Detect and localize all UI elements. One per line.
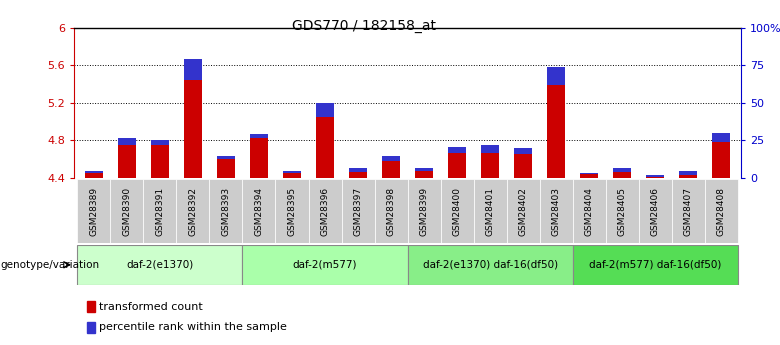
Bar <box>415 168 433 171</box>
Bar <box>176 179 210 243</box>
Bar <box>374 179 407 243</box>
Text: GSM28408: GSM28408 <box>717 187 725 236</box>
Bar <box>77 245 243 285</box>
Bar <box>514 148 532 178</box>
Bar <box>85 171 103 178</box>
Bar <box>184 59 202 80</box>
Bar <box>349 168 367 171</box>
Text: GSM28403: GSM28403 <box>551 187 561 236</box>
Bar <box>415 168 433 178</box>
Text: GSM28407: GSM28407 <box>684 187 693 236</box>
Bar <box>316 103 334 178</box>
Bar <box>448 147 466 178</box>
Bar <box>111 179 144 243</box>
Text: GSM28390: GSM28390 <box>122 187 131 236</box>
Text: GSM28404: GSM28404 <box>585 187 594 236</box>
Bar <box>613 168 631 178</box>
Text: GSM28405: GSM28405 <box>618 187 626 236</box>
Text: GSM28393: GSM28393 <box>222 187 230 236</box>
Bar <box>184 59 202 178</box>
Text: GSM28406: GSM28406 <box>651 187 660 236</box>
Bar <box>704 179 738 243</box>
Bar <box>547 67 566 178</box>
Bar <box>342 179 374 243</box>
Bar <box>382 156 400 178</box>
Bar <box>118 138 136 145</box>
Bar <box>646 175 665 177</box>
Bar <box>580 173 598 174</box>
Text: percentile rank within the sample: percentile rank within the sample <box>99 322 287 332</box>
Bar <box>679 171 697 175</box>
Bar <box>87 301 94 313</box>
Text: GSM28398: GSM28398 <box>387 187 395 236</box>
Text: GSM28395: GSM28395 <box>288 187 296 236</box>
Bar <box>639 179 672 243</box>
Bar <box>87 322 94 333</box>
Bar <box>473 179 506 243</box>
Bar <box>349 168 367 178</box>
Bar <box>712 133 730 142</box>
Text: transformed count: transformed count <box>99 302 203 312</box>
Bar <box>283 171 301 173</box>
Bar <box>573 245 738 285</box>
Bar <box>217 156 235 159</box>
Bar <box>243 245 407 285</box>
Bar <box>309 179 342 243</box>
Bar <box>250 134 268 178</box>
Bar <box>712 133 730 178</box>
Bar <box>573 179 605 243</box>
Bar <box>580 173 598 178</box>
Bar <box>382 156 400 161</box>
Bar <box>481 145 499 153</box>
Bar <box>77 179 111 243</box>
Bar <box>275 179 309 243</box>
Text: GSM28399: GSM28399 <box>420 187 428 236</box>
Bar <box>151 140 169 178</box>
Bar <box>85 171 103 173</box>
Text: daf-2(m577) daf-16(df50): daf-2(m577) daf-16(df50) <box>589 260 722 270</box>
Bar <box>407 179 441 243</box>
Text: daf-2(m577): daf-2(m577) <box>292 260 357 270</box>
Bar <box>217 156 235 178</box>
Text: GSM28394: GSM28394 <box>254 187 264 236</box>
Bar <box>646 175 665 178</box>
Bar <box>243 179 275 243</box>
Bar <box>514 148 532 154</box>
Text: GSM28401: GSM28401 <box>486 187 495 236</box>
Text: genotype/variation: genotype/variation <box>1 260 100 270</box>
Text: GSM28397: GSM28397 <box>353 187 363 236</box>
Text: GSM28392: GSM28392 <box>189 187 197 236</box>
Bar <box>316 103 334 117</box>
Text: GSM28396: GSM28396 <box>321 187 329 236</box>
Bar <box>210 179 243 243</box>
Bar <box>540 179 573 243</box>
Bar <box>118 138 136 178</box>
Text: GDS770 / 182158_at: GDS770 / 182158_at <box>292 19 437 33</box>
Bar <box>407 245 573 285</box>
Text: daf-2(e1370): daf-2(e1370) <box>126 260 193 270</box>
Bar <box>506 179 540 243</box>
Bar <box>547 67 566 85</box>
Bar <box>679 171 697 178</box>
Text: GSM28389: GSM28389 <box>90 187 98 236</box>
Bar <box>441 179 473 243</box>
Bar <box>283 171 301 178</box>
Bar <box>250 134 268 138</box>
Bar <box>448 147 466 153</box>
Bar <box>605 179 639 243</box>
Bar <box>151 140 169 145</box>
Text: GSM28400: GSM28400 <box>452 187 462 236</box>
Text: daf-2(e1370) daf-16(df50): daf-2(e1370) daf-16(df50) <box>423 260 558 270</box>
Bar <box>672 179 704 243</box>
Text: GSM28402: GSM28402 <box>519 187 527 236</box>
Bar <box>613 168 631 171</box>
Bar <box>144 179 176 243</box>
Bar <box>481 145 499 178</box>
Text: GSM28391: GSM28391 <box>155 187 165 236</box>
